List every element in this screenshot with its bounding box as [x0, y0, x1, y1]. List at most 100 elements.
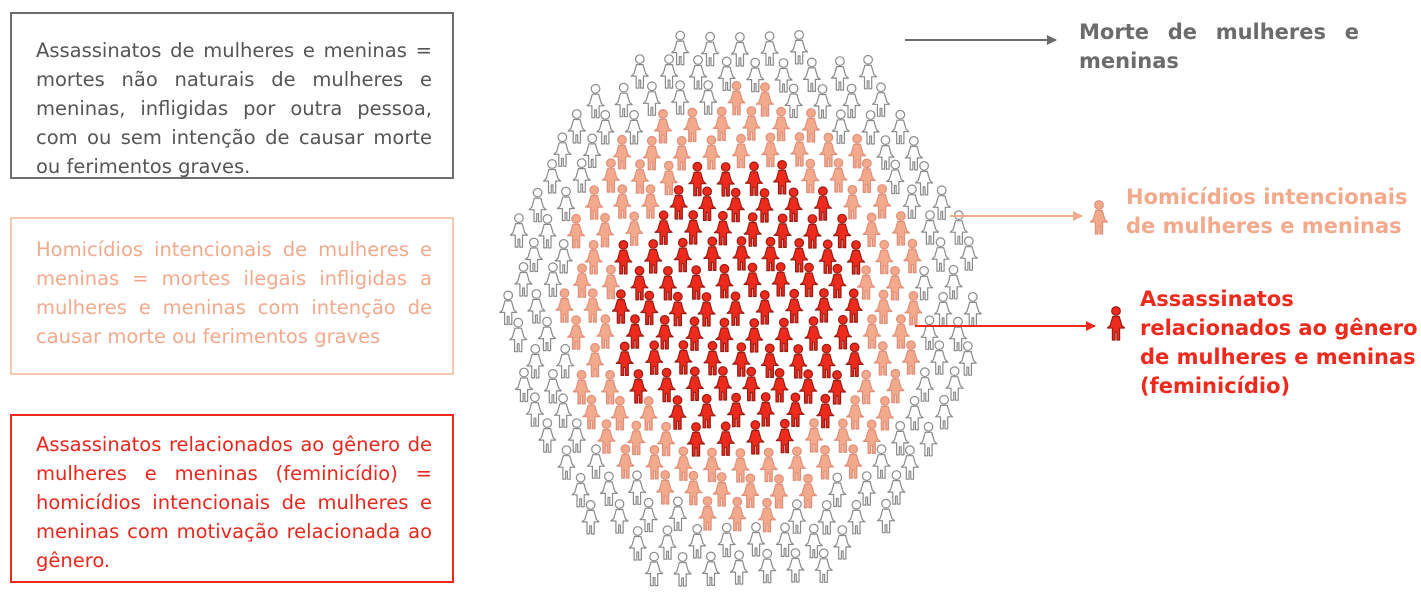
- legend-label-intentional: Homicídios intencionais de mulheres e me…: [1126, 185, 1408, 238]
- intentional-homicide-person-icon: [674, 446, 693, 481]
- intentional-homicide-person-icon: [844, 444, 863, 479]
- death-person-icon: [891, 109, 910, 145]
- intentional-homicide-person-icon: [566, 315, 586, 350]
- intentional-homicide-person-icon: [612, 134, 632, 170]
- death-person-icon: [509, 317, 528, 353]
- death-person-icon: [717, 56, 736, 92]
- femicide-person-icon: [657, 367, 676, 403]
- femicide-person-icon: [775, 418, 794, 454]
- intentional-homicide-person-icon: [613, 184, 632, 219]
- death-person-icon: [948, 316, 968, 352]
- death-person-icon: [861, 110, 880, 145]
- intentional-homicide-person-icon: [731, 133, 751, 169]
- femicide-person-icon: [803, 214, 822, 249]
- intentional-homicide-person-icon: [630, 159, 650, 194]
- femicide-person-icon: [625, 314, 645, 349]
- femicide-person-icon: [771, 262, 790, 297]
- intentional-homicide-person-icon: [741, 473, 760, 508]
- intentional-homicide-person-icon: [555, 288, 574, 323]
- death-person-icon: [528, 187, 547, 223]
- femicide-person-icon: [845, 342, 864, 377]
- femicide-person-icon: [668, 395, 687, 430]
- intentional-homicide-person-icon: [639, 396, 658, 431]
- death-person-icon: [567, 109, 586, 144]
- femicide-person-icon: [713, 210, 733, 246]
- death-person-icon: [599, 471, 619, 506]
- death-person-icon: [730, 32, 750, 67]
- intentional-homicide-person-icon: [625, 211, 644, 246]
- femicide-person-icon: [673, 237, 692, 273]
- femicide-person-icon: [761, 236, 780, 272]
- death-person-icon: [830, 56, 850, 91]
- femicide-person-icon: [784, 187, 803, 222]
- death-person-icon: [847, 499, 866, 535]
- definition-all-deaths-text: Assassinatos de mulheres e meninas = mor…: [36, 39, 432, 178]
- femicide-person-icon: [655, 314, 674, 350]
- death-person-icon: [787, 499, 807, 534]
- death-person-icon: [945, 366, 964, 401]
- femicide-person-icon: [644, 239, 663, 274]
- femicide-person-icon: [640, 290, 659, 326]
- death-person-icon: [701, 551, 721, 587]
- intentional-homicide-person-icon: [582, 394, 601, 430]
- death-person-icon: [526, 343, 545, 379]
- intentional-homicide-person-icon: [769, 474, 789, 509]
- intentional-homicide-person-icon: [610, 395, 630, 431]
- death-person-icon: [543, 262, 563, 297]
- femicide-person-icon: [687, 265, 706, 300]
- intentional-homicide-person-icon: [566, 213, 586, 249]
- death-person-icon: [610, 499, 629, 534]
- femicide-person-icon: [755, 290, 774, 325]
- death-person-icon: [596, 110, 615, 145]
- femicide-person-icon: [786, 392, 805, 427]
- death-person-icon: [746, 57, 765, 93]
- death-person-icon: [557, 445, 576, 480]
- death-person-icon: [556, 186, 576, 222]
- intentional-homicide-person-icon: [856, 369, 876, 405]
- death-person-icon: [671, 30, 690, 66]
- intentional-homicide-person-icon: [862, 314, 882, 349]
- death-person-icon: [919, 421, 938, 457]
- intentional-homicide-person-icon: [656, 470, 675, 505]
- intentional-homicide-person-icon: [698, 496, 717, 531]
- intentional-homicide-person-icon: [845, 395, 865, 430]
- intentional-homicide-person-icon: [819, 132, 838, 168]
- femicide-person-icon: [790, 237, 809, 273]
- intentional-homicide-person-icon: [728, 496, 747, 532]
- death-person-icon: [627, 470, 647, 505]
- death-person-icon: [514, 367, 534, 403]
- intentional-homicide-person-icon: [656, 421, 676, 457]
- death-person-icon: [729, 550, 749, 585]
- intentional-homicide-person-icon: [712, 472, 731, 507]
- death-person-icon: [644, 551, 664, 587]
- death-person-icon: [586, 444, 606, 479]
- death-person-icon: [538, 213, 557, 249]
- intentional-homicide-person-icon: [584, 239, 603, 275]
- death-person-icon: [858, 54, 878, 90]
- intentional-homicide-person-icon: [901, 340, 921, 375]
- femicide-person-icon: [732, 342, 751, 377]
- death-person-icon: [553, 132, 572, 167]
- intentional-homicide-person-icon: [891, 211, 911, 246]
- femicide-person-icon: [697, 292, 716, 327]
- death-person-icon: [959, 236, 978, 271]
- death-person-icon: [639, 497, 658, 533]
- intentional-homicide-person-icon: [875, 239, 894, 275]
- femicide-person-icon: [726, 187, 745, 223]
- femicide-person-icon: [756, 392, 775, 427]
- intentional-homicide-person-icon: [641, 184, 660, 219]
- femicide-person-icon: [685, 316, 704, 351]
- femicide-person-icon: [816, 393, 835, 429]
- intentional-homicide-person-icon: [755, 82, 775, 117]
- death-person-icon: [842, 83, 861, 119]
- intentional-homicide-person-icon: [801, 108, 821, 143]
- intentional-homicide-person-icon: [798, 473, 818, 509]
- femicide-person-icon: [813, 186, 833, 221]
- femicide-person-icon: [645, 340, 664, 375]
- femicide-person-icon: [686, 422, 706, 457]
- death-person-icon: [813, 84, 832, 119]
- death-person-icon: [537, 316, 557, 352]
- intentional-homicide-person-icon: [761, 132, 780, 168]
- intentional-homicide-person-icon: [875, 395, 895, 431]
- death-person-icon: [876, 135, 895, 170]
